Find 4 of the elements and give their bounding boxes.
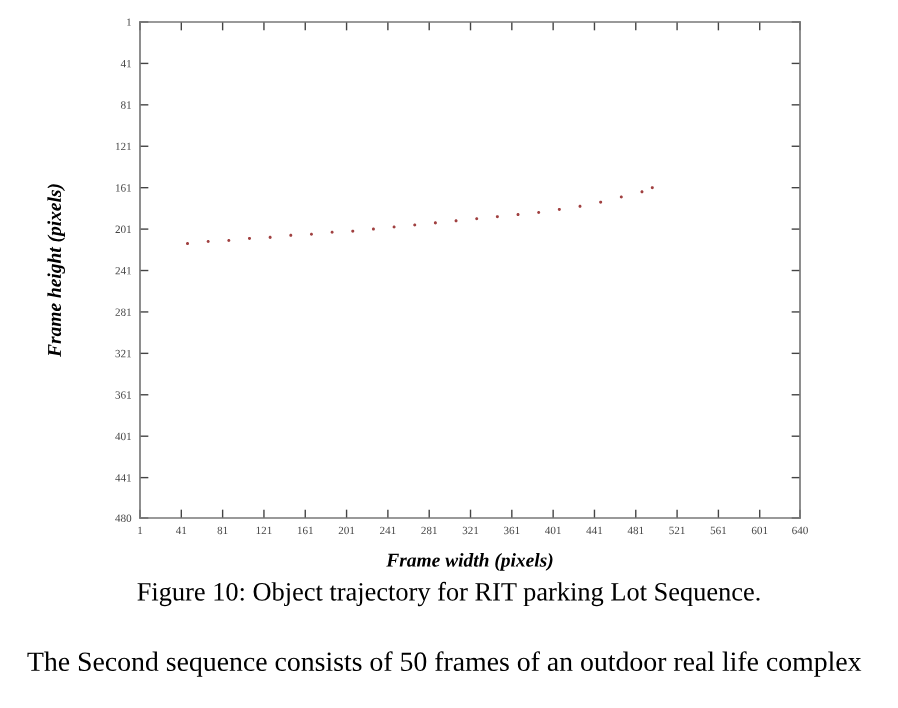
text: The Second sequence consists of 50 frames of an outdoor real life complex xyxy=(27,651,862,677)
x-axis-title: Frame width (pixels) xyxy=(386,553,553,571)
y-axis-title: Frame height (pixels) xyxy=(47,184,65,357)
caption: Figure 10: Object trajectory for RIT parking Lot Sequence. xyxy=(137,581,760,607)
